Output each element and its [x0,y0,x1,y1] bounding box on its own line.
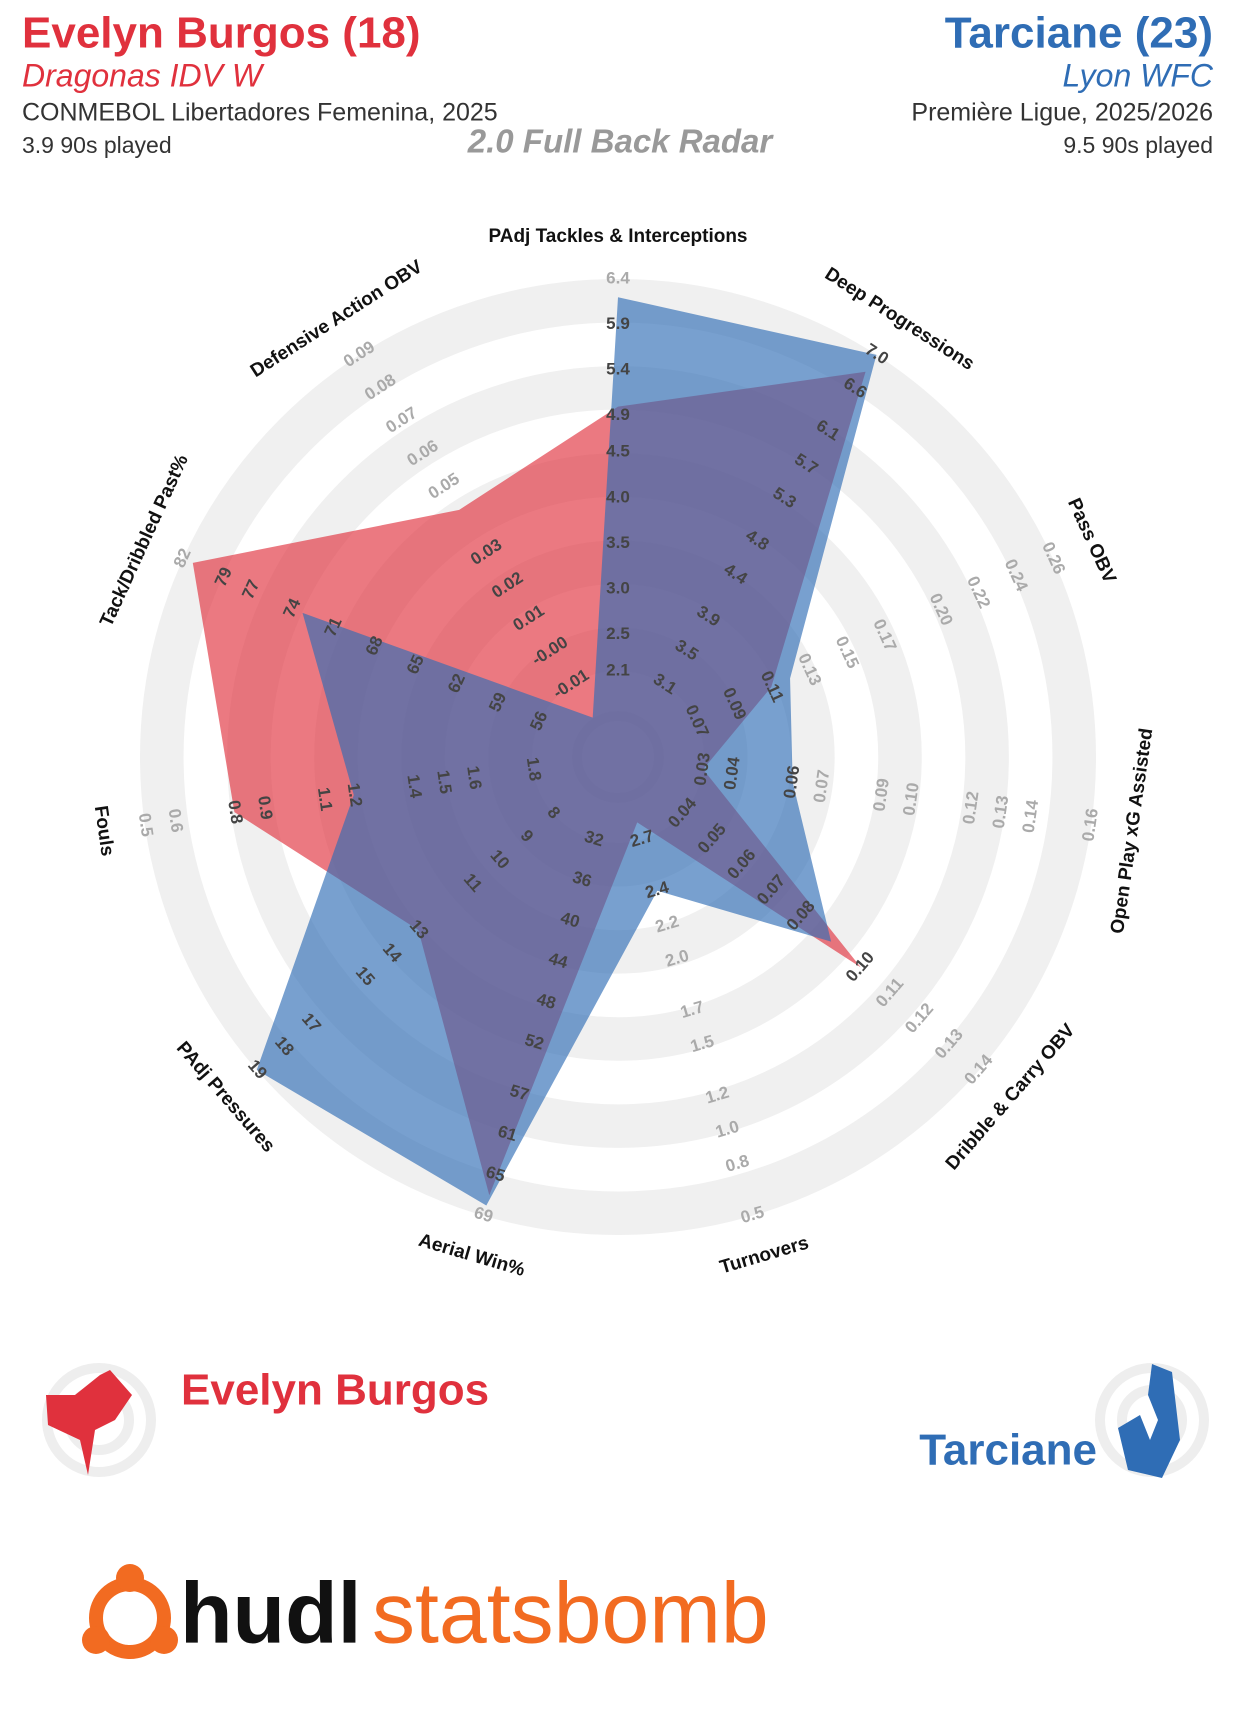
polygons [192,297,877,1206]
tick-label: 48 [535,989,559,1013]
tick-label: 0.8 [224,799,246,825]
tick-label: 1.1 [314,786,336,812]
tick-label: 0.5 [135,812,157,838]
axis-label: Open Play xG Assisted [1107,727,1157,935]
tick-label: 0.13 [989,794,1013,829]
axis-label: Turnovers [718,1233,812,1279]
legend-icon [42,1363,156,1477]
tick-label: 0.16 [1078,807,1102,842]
series-area [256,297,877,1206]
axis-label: Fouls [90,804,118,857]
tick-label: 0.03 [690,751,714,786]
player-team: Lyon WFC [1062,57,1213,93]
chart-title: 2.0 Full Back Radar [467,123,775,160]
tick-label: 1.8 [523,756,545,782]
tick-label: 0.9 [254,795,276,821]
tick-label: 52 [523,1030,547,1054]
player-minutes: 3.9 90s played [22,132,172,158]
tick-label: 0.14 [1019,798,1043,834]
tick-label: 2.1 [606,660,630,679]
tick-label: 3.5 [606,533,630,552]
legend-label: Tarciane [919,1426,1097,1475]
player-competition: Première Ligue, 2025/2026 [911,99,1213,127]
tick-label: 4.5 [606,442,630,461]
tick-label: 2.5 [606,624,630,643]
tick-label: 1.5 [433,769,455,795]
tick-label: 0.05 [425,469,463,503]
tick-label: 0.10 [899,781,923,816]
tick-label: 0.6 [165,808,187,834]
tick-label: 5.9 [606,314,630,333]
legend-icon [1095,1363,1209,1478]
brand-statsbomb: statsbomb [372,1566,769,1662]
tick-label: 61 [496,1122,520,1146]
tick-label: 6.4 [606,268,630,287]
tick-label: 69 [472,1203,496,1227]
player-minutes: 9.5 90s played [1063,132,1213,158]
tick-label: 5.4 [606,360,630,379]
tick-label: 4.0 [606,487,630,506]
tick-label: 44 [546,949,570,973]
tick-label: 0.06 [780,764,804,799]
axis-label: PAdj Tackles & Interceptions [488,226,747,247]
tick-label: 0.04 [720,755,744,791]
tick-label: 1.2 [344,782,366,808]
axis-label: Aerial Win% [416,1230,527,1281]
tick-label: 32 [582,827,606,851]
player-title: Evelyn Burgos (18) [22,9,421,58]
brand-icon [82,1564,178,1659]
player-competition: CONMEBOL Libertadores Femenina, 2025 [22,99,498,127]
tick-label: 1.6 [463,765,485,791]
player-title: Tarciane (23) [945,9,1213,58]
tick-label: 0.07 [810,769,834,804]
tick-label: 40 [558,908,582,932]
tick-label: 0.12 [959,790,983,825]
tick-label: 57 [508,1081,532,1105]
tick-label: 4.9 [606,405,630,424]
player-team: Dragonas IDV W [22,57,265,93]
tick-label: 1.4 [403,773,425,800]
tick-label: 65 [484,1162,508,1186]
tick-label: 3.0 [606,578,630,597]
tick-label: 36 [570,867,594,891]
axis-label: Pass OBV [1063,495,1120,587]
legend-label: Evelyn Burgos [181,1366,489,1415]
tick-label: 0.09 [869,777,893,812]
brand-hudl: hudl [180,1566,362,1662]
